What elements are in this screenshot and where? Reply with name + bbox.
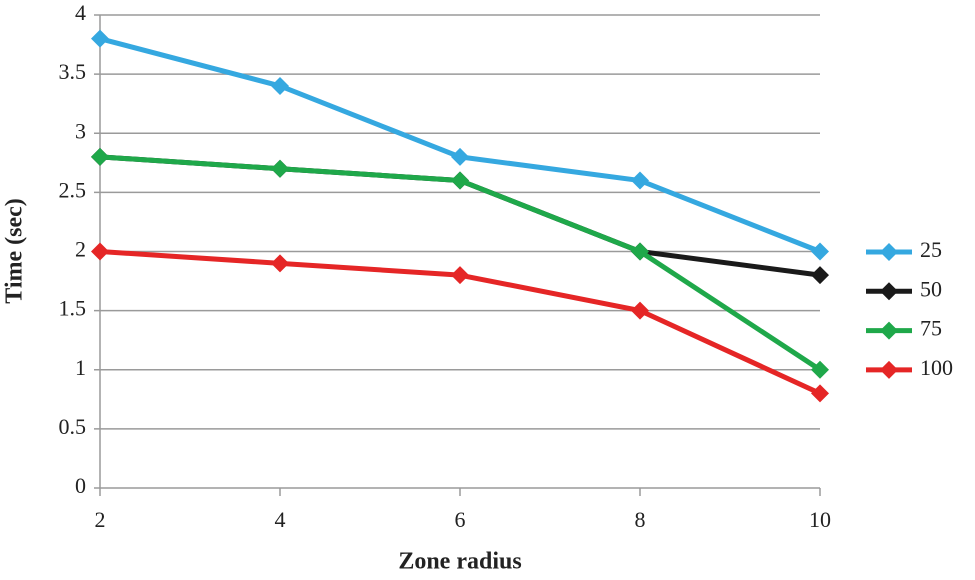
data-point <box>631 301 649 320</box>
data-point <box>451 266 469 285</box>
data-point <box>451 171 469 190</box>
y-tick-label: 0 <box>75 473 86 498</box>
y-axis-title: Time (sec) <box>2 198 28 304</box>
y-tick-label: 2.5 <box>59 177 87 202</box>
x-tick-label: 4 <box>275 507 286 532</box>
y-tick-label: 1 <box>75 355 86 380</box>
x-tick-label: 10 <box>809 507 831 532</box>
series-line <box>99 36 821 254</box>
data-point <box>811 360 829 379</box>
y-tick-label: 3 <box>75 118 86 143</box>
legend-marker <box>880 282 898 301</box>
data-point <box>631 171 649 190</box>
data-point <box>91 29 109 48</box>
data-point <box>91 147 109 166</box>
data-point <box>91 242 109 261</box>
legend-label: 100 <box>920 355 953 380</box>
data-point <box>811 384 829 403</box>
y-tick-label: 4 <box>75 0 86 25</box>
legend-marker <box>880 321 898 340</box>
y-tick-label: 3.5 <box>59 59 87 84</box>
data-point <box>811 266 829 285</box>
x-axis-title: Zone radius <box>398 549 521 575</box>
x-tick-label: 6 <box>455 507 466 532</box>
legend-marker <box>880 360 898 379</box>
legend-label: 25 <box>920 237 942 262</box>
legend-label: 75 <box>920 316 942 341</box>
y-tick-label: 2 <box>75 237 86 262</box>
data-point <box>271 76 289 95</box>
y-tick-label: 0.5 <box>59 414 87 439</box>
data-point <box>271 159 289 178</box>
data-point <box>811 242 829 261</box>
data-point <box>271 254 289 273</box>
data-point <box>631 242 649 261</box>
data-point <box>451 147 469 166</box>
y-tick-label: 1.5 <box>59 296 87 321</box>
legend-marker <box>880 243 898 261</box>
x-tick-label: 8 <box>635 507 646 532</box>
x-tick-label: 2 <box>95 507 106 532</box>
legend-label: 50 <box>920 276 942 301</box>
